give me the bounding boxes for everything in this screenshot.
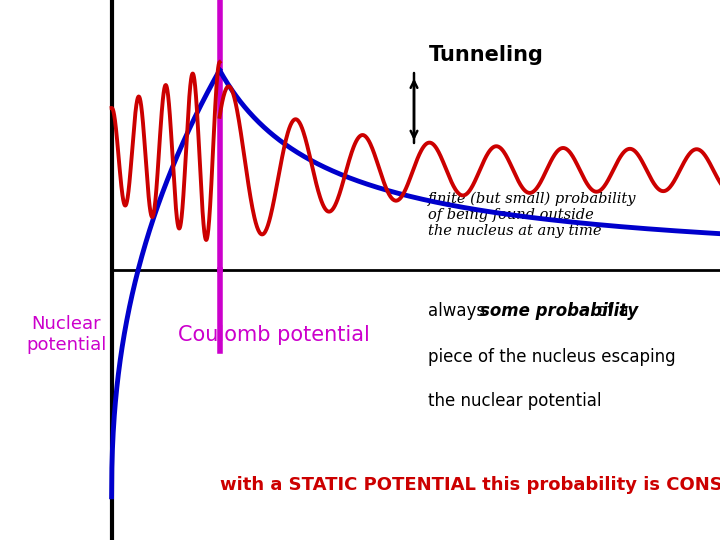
Text: always: always [428, 302, 491, 320]
Text: with a STATIC POTENTIAL this probability is CONSTANT!: with a STATIC POTENTIAL this probability… [220, 476, 720, 494]
Text: finite (but small) probability
of being found outside
the nucleus at any time: finite (but small) probability of being … [428, 192, 637, 239]
Text: Coulomb potential: Coulomb potential [178, 325, 369, 345]
Text: Tunneling: Tunneling [428, 45, 544, 65]
Text: Nuclear
potential: Nuclear potential [26, 315, 107, 354]
Text: of a: of a [592, 302, 629, 320]
Text: some probability: some probability [480, 302, 639, 320]
Text: the nuclear potential: the nuclear potential [428, 392, 602, 409]
Text: piece of the nucleus escaping: piece of the nucleus escaping [428, 348, 676, 366]
